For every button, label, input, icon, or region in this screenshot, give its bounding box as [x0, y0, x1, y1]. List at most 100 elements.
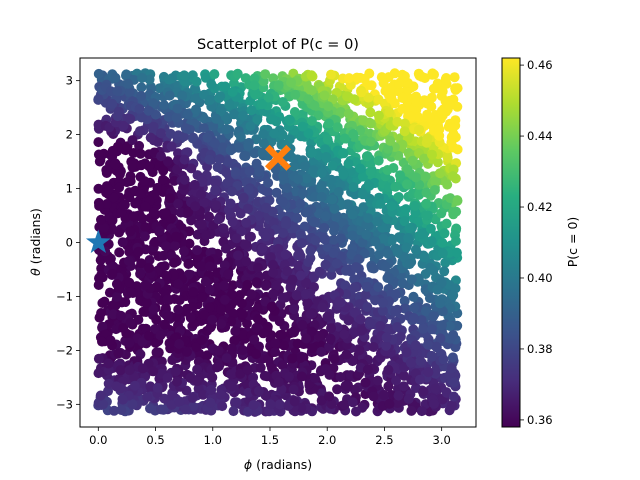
scatter-point: [394, 79, 405, 89]
scatter-point: [115, 365, 126, 376]
scatter-point: [362, 364, 373, 375]
scatter-point: [316, 168, 327, 178]
scatter-point: [184, 258, 195, 269]
scatter-point: [140, 201, 151, 212]
scatter-point: [375, 198, 386, 209]
scatter-point: [421, 198, 432, 209]
scatter-point: [367, 263, 377, 274]
scatter-point: [196, 189, 207, 200]
scatter-point: [400, 204, 411, 215]
scatter-point: [175, 207, 186, 218]
scatter-point: [428, 311, 439, 322]
scatter-point: [227, 216, 238, 227]
scatter-point: [450, 236, 461, 246]
scatter-point: [135, 148, 146, 159]
scatter-point: [431, 342, 442, 353]
scatter-point: [242, 279, 253, 290]
scatter-point: [162, 311, 173, 322]
scatter-point: [251, 349, 262, 360]
scatter-point: [295, 198, 306, 209]
x-axis-label-text: (radians): [252, 457, 312, 472]
scatter-point: [291, 290, 302, 301]
scatter-point: [212, 267, 223, 278]
scatter-point: [322, 134, 333, 145]
scatter-point: [385, 135, 396, 146]
scatter-point: [205, 322, 216, 333]
scatter-point: [368, 342, 379, 352]
highlight-markers: [85, 144, 291, 253]
scatter-point: [93, 280, 104, 290]
scatter-point: [429, 398, 440, 409]
scatter-point: [142, 392, 153, 402]
y-tick-label: 0: [66, 236, 73, 250]
y-tick-label: −1: [56, 289, 73, 303]
scatter-point: [135, 268, 146, 279]
scatter-point: [224, 99, 235, 110]
scatter-point: [259, 370, 270, 381]
scatter-point: [221, 353, 232, 364]
scatter-point: [410, 244, 421, 255]
scatter-point: [164, 90, 175, 101]
scatter-point: [268, 289, 279, 299]
scatter-point: [305, 245, 316, 256]
scatter-point: [125, 114, 136, 124]
scatter-point: [261, 202, 272, 213]
scatter-point: [249, 148, 260, 159]
scatter-point: [409, 302, 420, 313]
scatter-point: [296, 371, 307, 382]
scatter-point: [423, 367, 434, 378]
scatter-point: [365, 107, 376, 118]
scatter-point: [183, 206, 194, 217]
x-tick-label: 0.5: [146, 433, 164, 447]
scatter-point: [391, 375, 401, 386]
scatter-point: [211, 200, 222, 211]
scatter-point: [238, 192, 249, 203]
scatter-point: [137, 336, 148, 347]
x-tick-label: 2.5: [375, 433, 393, 447]
scatter-point: [95, 390, 106, 401]
scatter-point: [191, 76, 202, 87]
scatter-point: [187, 302, 198, 313]
scatter-point: [154, 225, 165, 236]
scatter-point: [430, 176, 441, 187]
scatter-point: [361, 281, 372, 292]
scatter-point: [447, 352, 458, 363]
scatter-point: [187, 392, 198, 403]
scatter-point: [165, 128, 176, 139]
scatter-point: [137, 72, 148, 83]
scatter-point: [243, 141, 254, 152]
scatter-point: [446, 400, 457, 411]
scatter-point: [384, 107, 395, 118]
scatter-point: [299, 161, 310, 172]
scatter-point: [343, 315, 354, 326]
scatter-point: [200, 276, 211, 287]
scatter-point: [349, 384, 360, 395]
scatter-point: [179, 174, 190, 185]
scatter-point: [226, 381, 237, 392]
scatter-point: [118, 323, 129, 334]
scatter-point: [244, 166, 255, 176]
scatter-point: [160, 241, 171, 252]
scatter-point: [258, 328, 269, 339]
scatter-point: [96, 270, 107, 281]
scatter-point: [349, 282, 360, 293]
scatter-point: [446, 363, 457, 374]
scatter-point: [365, 118, 376, 129]
scatter-point: [320, 259, 331, 270]
scatter-point: [158, 165, 169, 176]
scatter-point: [107, 215, 118, 226]
scatter-point: [287, 274, 298, 285]
scatter-point: [297, 121, 308, 132]
scatter-point: [219, 294, 230, 305]
scatter-point: [235, 208, 246, 219]
scatter-point: [192, 245, 203, 256]
scatter-point: [301, 173, 312, 184]
scatter-point: [192, 376, 203, 387]
scatter-point: [281, 216, 291, 226]
scatter-point: [140, 222, 151, 232]
scatter-point: [342, 199, 353, 210]
scatter-point: [288, 161, 299, 172]
scatter-point: [406, 111, 416, 122]
scatter-point: [299, 221, 310, 232]
scatter-point: [93, 353, 104, 364]
